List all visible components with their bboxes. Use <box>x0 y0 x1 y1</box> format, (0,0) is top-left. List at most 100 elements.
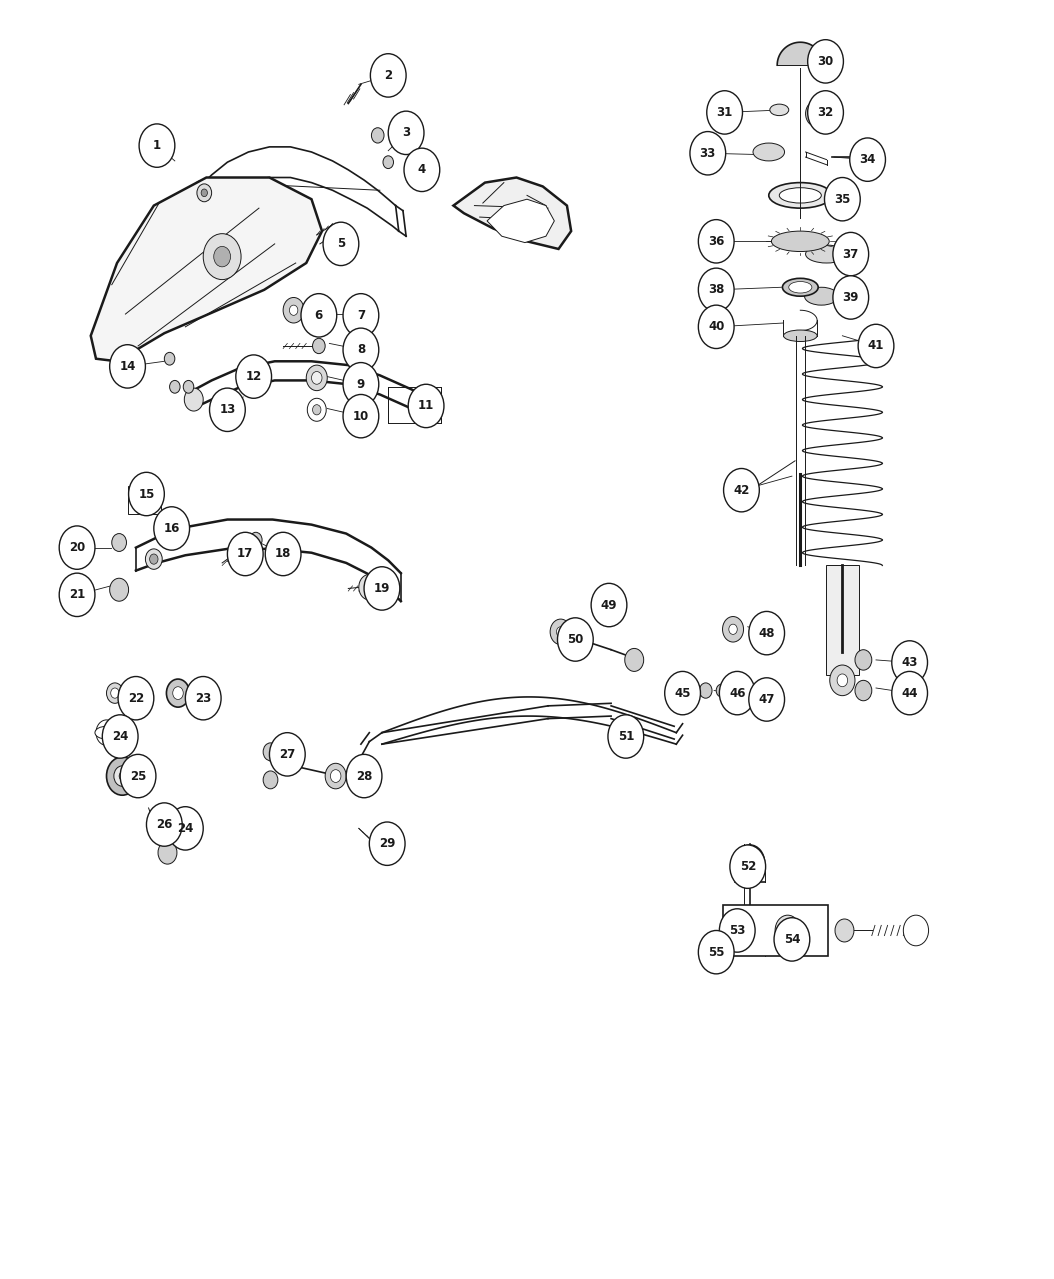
Text: 20: 20 <box>69 541 85 554</box>
Circle shape <box>558 618 593 661</box>
Circle shape <box>120 755 156 798</box>
Text: 36: 36 <box>708 235 724 248</box>
Circle shape <box>550 619 571 645</box>
Circle shape <box>183 380 194 393</box>
Circle shape <box>139 124 175 168</box>
Text: 28: 28 <box>356 770 372 783</box>
Circle shape <box>774 918 809 961</box>
Text: 35: 35 <box>834 193 851 206</box>
Text: 31: 31 <box>717 106 733 119</box>
Text: 25: 25 <box>130 770 147 783</box>
Circle shape <box>717 684 726 697</box>
Circle shape <box>264 771 278 789</box>
Circle shape <box>326 764 346 789</box>
Circle shape <box>112 533 126 551</box>
Text: 13: 13 <box>219 403 235 416</box>
Circle shape <box>264 743 278 761</box>
Circle shape <box>164 352 175 365</box>
Circle shape <box>371 128 384 143</box>
Text: 44: 44 <box>901 687 918 700</box>
Text: 15: 15 <box>138 487 155 500</box>
Text: 46: 46 <box>729 687 745 700</box>
Circle shape <box>608 715 644 758</box>
Circle shape <box>418 394 440 420</box>
Ellipse shape <box>804 288 838 306</box>
Circle shape <box>266 532 301 576</box>
Text: 26: 26 <box>156 819 173 831</box>
Ellipse shape <box>783 330 817 341</box>
Text: 12: 12 <box>246 370 261 384</box>
Circle shape <box>699 220 734 263</box>
Circle shape <box>170 380 180 393</box>
Text: 18: 18 <box>275 547 291 560</box>
Circle shape <box>369 822 405 866</box>
Circle shape <box>250 532 262 547</box>
Circle shape <box>343 362 378 405</box>
Circle shape <box>346 755 382 798</box>
Polygon shape <box>91 178 323 361</box>
Circle shape <box>723 616 743 642</box>
Text: 48: 48 <box>759 627 775 640</box>
Circle shape <box>301 294 336 338</box>
Circle shape <box>699 269 734 312</box>
Circle shape <box>167 679 190 707</box>
Circle shape <box>210 388 246 431</box>
Text: 19: 19 <box>374 582 390 595</box>
Text: 55: 55 <box>708 945 724 959</box>
Text: 50: 50 <box>567 633 584 646</box>
Ellipse shape <box>769 104 788 115</box>
Circle shape <box>700 683 713 698</box>
Circle shape <box>96 720 117 746</box>
Circle shape <box>145 549 162 569</box>
Circle shape <box>312 371 323 384</box>
Circle shape <box>724 468 759 512</box>
Circle shape <box>743 856 756 871</box>
Circle shape <box>855 650 872 670</box>
Ellipse shape <box>782 279 818 297</box>
Circle shape <box>114 766 131 787</box>
Circle shape <box>364 567 399 610</box>
Circle shape <box>370 54 406 97</box>
Circle shape <box>201 189 208 197</box>
Circle shape <box>197 184 212 202</box>
Text: 43: 43 <box>901 656 918 669</box>
Circle shape <box>388 111 424 155</box>
Polygon shape <box>487 200 554 243</box>
Circle shape <box>324 223 358 266</box>
Circle shape <box>102 715 138 758</box>
Ellipse shape <box>753 143 784 161</box>
Circle shape <box>173 687 183 700</box>
Circle shape <box>699 306 734 348</box>
Circle shape <box>892 671 928 715</box>
Circle shape <box>775 916 800 945</box>
Text: 7: 7 <box>357 308 365 322</box>
Text: 1: 1 <box>153 139 161 152</box>
Text: 11: 11 <box>418 399 434 412</box>
Circle shape <box>748 611 784 655</box>
Text: 9: 9 <box>357 377 365 391</box>
Text: 21: 21 <box>69 588 85 601</box>
Circle shape <box>837 674 847 687</box>
Circle shape <box>186 677 221 720</box>
Circle shape <box>807 40 843 83</box>
Circle shape <box>106 757 138 796</box>
Text: 54: 54 <box>784 932 800 946</box>
Text: 22: 22 <box>128 692 144 705</box>
Bar <box>128 486 161 514</box>
Bar <box>723 906 827 955</box>
Text: 6: 6 <box>315 308 323 322</box>
Circle shape <box>106 683 123 703</box>
Circle shape <box>158 842 177 865</box>
Circle shape <box>782 925 793 936</box>
Circle shape <box>191 180 216 211</box>
Text: 17: 17 <box>237 547 253 560</box>
Circle shape <box>111 688 119 698</box>
Text: 40: 40 <box>708 320 724 334</box>
Text: 27: 27 <box>279 748 295 761</box>
Circle shape <box>699 931 734 973</box>
Circle shape <box>833 233 868 276</box>
Circle shape <box>330 770 340 783</box>
Circle shape <box>59 526 95 569</box>
Circle shape <box>720 671 755 715</box>
Circle shape <box>728 624 737 634</box>
